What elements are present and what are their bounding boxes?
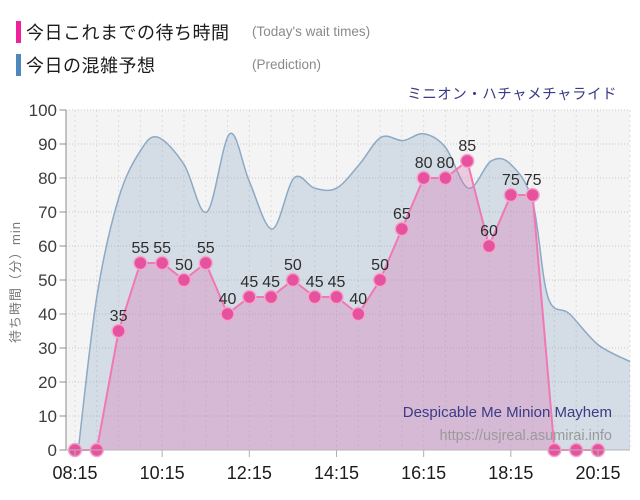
data-point-label: 45 <box>306 274 324 291</box>
data-point-label: 45 <box>328 274 346 291</box>
data-point-marker[interactable] <box>176 272 192 288</box>
x-tick-label: 10:15 <box>140 463 185 483</box>
ride-title: ミニオン・ハチャメチャライド <box>407 87 617 103</box>
legend-note-actual: (Today's wait times) <box>252 24 371 39</box>
y-tick-label: 40 <box>38 305 57 324</box>
legend-label-prediction: 今日の混雑予想 <box>26 55 156 76</box>
y-tick-label: 50 <box>38 271 57 290</box>
y-tick-label: 80 <box>38 169 57 188</box>
data-point-marker[interactable] <box>416 170 431 186</box>
legend-item-actual-wait: 今日これまでの待ち時間 (Today's wait times) <box>16 20 370 43</box>
legend-note-prediction: (Prediction) <box>252 57 322 72</box>
x-tick-label: 08:15 <box>52 463 97 483</box>
watermark-site-url: https://usjreal.asumirai.info <box>440 428 612 444</box>
data-point-label: 75 <box>524 172 542 189</box>
x-tick-label: 14:15 <box>314 463 359 483</box>
x-tick-label: 18:15 <box>488 463 533 483</box>
legend-label-actual: 今日これまでの待ち時間 <box>26 22 230 43</box>
watermark-ride-name: Despicable Me Minion Mayhem <box>403 404 612 421</box>
y-tick-label: 70 <box>38 203 57 222</box>
data-point-marker[interactable] <box>154 255 170 271</box>
data-point-label: 45 <box>240 274 258 291</box>
actual-wait-area <box>75 161 599 450</box>
data-point-label: 60 <box>480 223 498 240</box>
data-point-marker[interactable] <box>481 238 497 254</box>
data-point-marker[interactable] <box>351 306 366 322</box>
data-point-label: 75 <box>502 172 520 189</box>
data-point-marker[interactable] <box>460 153 475 169</box>
data-point-label: 80 <box>437 155 455 172</box>
data-point-marker[interactable] <box>525 187 540 203</box>
data-point-marker[interactable] <box>438 170 453 186</box>
data-point-marker[interactable] <box>307 289 322 305</box>
data-point-marker[interactable] <box>111 323 126 339</box>
y-tick-label: 0 <box>48 441 57 460</box>
chart-plot-layer <box>66 109 631 451</box>
data-point-marker[interactable] <box>263 289 279 305</box>
data-point-label: 45 <box>262 274 280 291</box>
legend-item-prediction: 今日の混雑予想 (Prediction) <box>16 53 321 76</box>
data-point-label: 35 <box>110 308 128 325</box>
data-point-label: 40 <box>219 291 237 308</box>
y-tick-label: 90 <box>38 135 57 154</box>
x-tick-label: 20:15 <box>575 463 620 483</box>
y-axis-title: 待ち時間（分）min <box>8 221 23 343</box>
data-point-label: 50 <box>284 257 302 274</box>
data-point-marker[interactable] <box>242 289 257 305</box>
data-point-label: 55 <box>197 240 215 257</box>
prediction-area <box>78 133 631 451</box>
data-point-label: 65 <box>393 206 411 223</box>
data-point-label: 80 <box>415 155 433 172</box>
y-tick-label: 30 <box>38 339 57 358</box>
data-point-label: 85 <box>458 138 476 155</box>
data-point-label: 55 <box>131 240 149 257</box>
data-point-label: 40 <box>349 291 367 308</box>
data-point-marker[interactable] <box>503 187 519 203</box>
y-tick-label: 10 <box>38 407 57 426</box>
data-point-marker[interactable] <box>329 289 344 305</box>
x-tick-label: 12:15 <box>227 463 272 483</box>
y-tick-label: 20 <box>38 373 57 392</box>
data-point-marker[interactable] <box>198 255 214 271</box>
data-point-label: 55 <box>153 240 171 257</box>
y-tick-label: 100 <box>29 101 57 120</box>
data-point-marker[interactable] <box>285 272 301 288</box>
data-point-label: 50 <box>371 257 389 274</box>
y-tick-label: 60 <box>38 237 57 256</box>
legend-swatch-prediction-icon <box>16 53 21 76</box>
data-point-marker[interactable] <box>394 221 410 237</box>
x-tick-label: 16:15 <box>401 463 446 483</box>
data-point-marker[interactable] <box>372 272 388 288</box>
data-point-marker[interactable] <box>133 255 148 271</box>
data-point-label: 50 <box>175 257 193 274</box>
legend-swatch-actual-icon <box>16 20 21 43</box>
data-point-marker[interactable] <box>220 306 235 322</box>
